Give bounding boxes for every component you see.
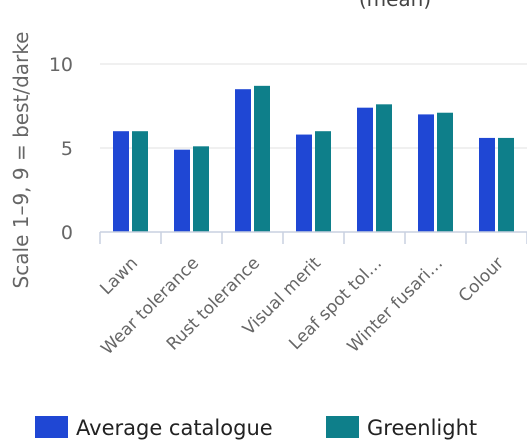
- y-axis-title: Scale 1–9, 9 = best/darke: [9, 32, 33, 289]
- bar-average-catalogue[interactable]: [235, 89, 251, 232]
- bar-greenlight[interactable]: [315, 131, 331, 232]
- y-tick-label: 5: [61, 138, 73, 160]
- y-tick-label: 10: [49, 54, 73, 76]
- bar-average-catalogue[interactable]: [479, 137, 495, 232]
- legend-item-average-catalogue[interactable]: Average catalogue: [35, 416, 273, 440]
- bar-average-catalogue[interactable]: [113, 131, 129, 232]
- bar-greenlight[interactable]: [254, 85, 270, 232]
- x-category-label: Colour: [455, 253, 508, 306]
- bar-average-catalogue[interactable]: [296, 134, 312, 232]
- chart-title: (mean): [359, 0, 431, 11]
- legend[interactable]: Average catalogue Greenlight: [35, 416, 477, 440]
- bar-average-catalogue[interactable]: [357, 107, 373, 232]
- bar-average-catalogue[interactable]: [418, 114, 434, 232]
- bar-greenlight[interactable]: [132, 131, 148, 232]
- bar-greenlight[interactable]: [376, 104, 392, 232]
- grid-layer: 0 5 10: [49, 54, 527, 244]
- bar-greenlight[interactable]: [498, 137, 514, 232]
- legend-label: Average catalogue: [76, 416, 273, 440]
- bars-layer: [113, 85, 514, 232]
- legend-swatch: [326, 416, 359, 438]
- legend-item-greenlight[interactable]: Greenlight: [326, 416, 477, 440]
- bar-average-catalogue[interactable]: [174, 149, 190, 232]
- bar-greenlight[interactable]: [193, 146, 209, 232]
- y-tick-label: 0: [61, 222, 73, 244]
- bar-greenlight[interactable]: [437, 112, 453, 232]
- legend-label: Greenlight: [367, 416, 477, 440]
- x-category-label: Lawn: [96, 253, 142, 299]
- legend-swatch: [35, 416, 68, 438]
